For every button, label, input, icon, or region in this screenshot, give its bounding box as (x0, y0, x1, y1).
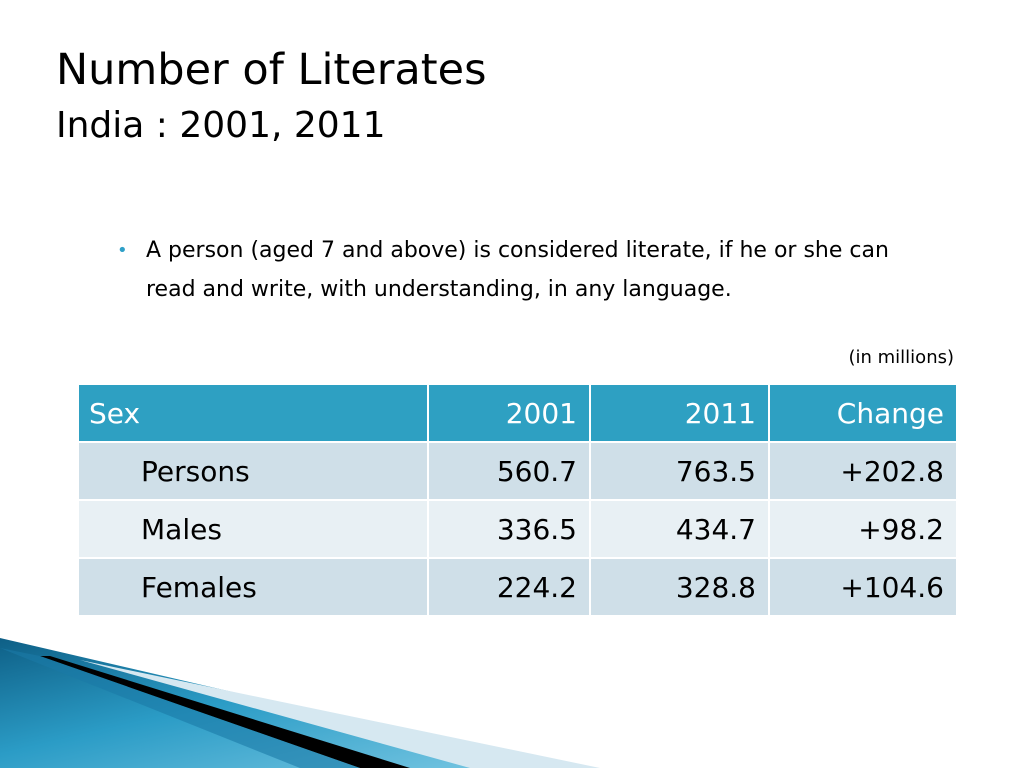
value-2011: 763.5 (589, 441, 770, 501)
table-row: Males 336.5 434.7 +98.2 (77, 499, 958, 559)
header-sex: Sex (77, 383, 429, 443)
row-label: Males (77, 499, 429, 559)
value-2011: 434.7 (589, 499, 770, 559)
value-change: +202.8 (768, 441, 958, 501)
value-change: +98.2 (768, 499, 958, 559)
slide-subtitle: India : 2001, 2011 (56, 105, 386, 146)
units-note: (in millions) (848, 347, 954, 368)
table-row: Females 224.2 328.8 +104.6 (77, 557, 958, 617)
slide-title: Number of Literates (56, 45, 487, 95)
row-label: Females (77, 557, 429, 617)
decorative-corner-swoosh (0, 638, 600, 768)
header-2001: 2001 (427, 383, 591, 443)
bullet-icon: • (117, 240, 128, 261)
value-2001: 224.2 (427, 557, 591, 617)
value-change: +104.6 (768, 557, 958, 617)
value-2011: 328.8 (589, 557, 770, 617)
table-header-row: Sex 2001 2011 Change (77, 383, 958, 443)
header-change: Change (768, 383, 958, 443)
value-2001: 336.5 (427, 499, 591, 559)
value-2001: 560.7 (427, 441, 591, 501)
table-row: Persons 560.7 763.5 +202.8 (77, 441, 958, 501)
header-2011: 2011 (589, 383, 770, 443)
row-label: Persons (77, 441, 429, 501)
literates-table: Sex 2001 2011 Change Persons 560.7 763.5… (77, 383, 958, 617)
definition-bullet: • A person (aged 7 and above) is conside… (117, 231, 937, 309)
definition-text: A person (aged 7 and above) is considere… (146, 238, 889, 302)
